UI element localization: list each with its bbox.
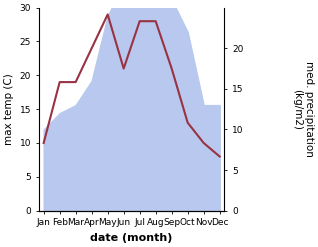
- Y-axis label: med. precipitation
(kg/m2): med. precipitation (kg/m2): [292, 61, 314, 157]
- X-axis label: date (month): date (month): [91, 233, 173, 243]
- Y-axis label: max temp (C): max temp (C): [4, 73, 14, 145]
